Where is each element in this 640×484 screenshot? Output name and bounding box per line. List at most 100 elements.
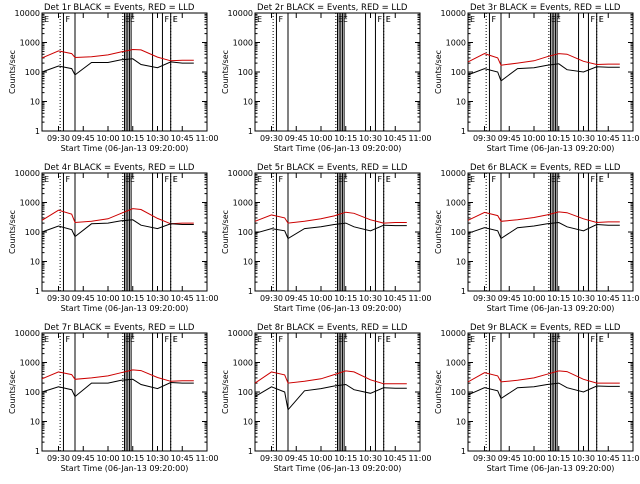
y-tick-label: 10000	[441, 9, 466, 18]
flag-label: F	[377, 15, 382, 24]
panel-title: Det 2r BLACK = Events, RED = LLD	[257, 3, 408, 13]
y-tick-label: 1000	[233, 39, 253, 48]
x-tick-label: 10:30	[572, 294, 595, 303]
flag-label: F	[173, 175, 178, 184]
flag-label: E	[343, 175, 348, 184]
panel-title: Det 1r BLACK = Events, RED = LLD	[44, 3, 195, 13]
x-tick-label: 10:15	[547, 134, 570, 143]
x-tick-label: 09:45	[498, 134, 521, 143]
flag-label: E	[257, 15, 262, 24]
flag-label: E	[125, 335, 130, 344]
panel-det-2: Det 2r BLACK = Events, RED = LLD 1 10 100 10…	[221, 3, 432, 153]
events-series-line	[467, 382, 620, 400]
x-tick-label: 09:45	[72, 294, 95, 303]
y-tick-label: 10000	[228, 169, 253, 178]
lld-series-line	[467, 53, 620, 66]
x-axis-label: Start Time (06-Jan-13 09:20:00)	[61, 464, 189, 473]
lld-series-line	[467, 211, 620, 224]
flag-label: E	[343, 15, 348, 24]
x-tick-label: 10:00	[522, 454, 545, 463]
x-tick-label: 09:45	[72, 134, 95, 143]
x-tick-label: 11:00	[195, 134, 218, 143]
x-axis-label: Start Time (06-Jan-13 09:20:00)	[274, 304, 402, 313]
flag-label: F	[377, 335, 382, 344]
flag-label: F	[599, 175, 604, 184]
y-tick-label: 100	[451, 388, 466, 397]
flag-label: E	[173, 335, 178, 344]
y-tick-label: 10000	[15, 169, 40, 178]
panel-det-4: Det 4r BLACK = Events, RED = LLD 1 10 100 10…	[8, 163, 219, 313]
x-tick-label: 10:00	[522, 294, 545, 303]
x-tick-label: 10:15	[334, 134, 357, 143]
x-tick-label: 10:15	[334, 294, 357, 303]
lld-series-line	[41, 48, 194, 62]
x-tick-label: 10:00	[309, 294, 332, 303]
x-tick-label: 10:45	[384, 134, 407, 143]
flag-label: E	[44, 335, 49, 344]
y-tick-label: 1000	[446, 39, 466, 48]
panel-title: Det 5r BLACK = Events, RED = LLD	[257, 163, 408, 173]
x-tick-label: 10:00	[309, 134, 332, 143]
x-tick-label: 09:30	[47, 294, 70, 303]
x-tick-label: 10:00	[522, 134, 545, 143]
flag-label: E	[257, 335, 262, 344]
flag-label: F	[590, 15, 595, 24]
flag-label: E	[257, 175, 262, 184]
flag-label: E	[556, 335, 561, 344]
flag-label: E	[470, 175, 475, 184]
x-axis-label: Start Time (06-Jan-13 09:20:00)	[487, 464, 615, 473]
x-tick-label: 10:45	[171, 134, 194, 143]
y-tick-label: 1	[248, 447, 253, 456]
events-series-line	[41, 378, 194, 398]
flag-label: F	[599, 335, 604, 344]
flag-label: F	[278, 15, 283, 24]
x-tick-label: 10:30	[359, 134, 382, 143]
x-tick-label: 10:15	[547, 454, 570, 463]
y-axis-label: Counts/sec	[434, 50, 443, 94]
flag-label: E	[551, 15, 556, 24]
x-tick-label: 10:00	[96, 134, 119, 143]
x-tick-label: 11:00	[621, 294, 640, 303]
flag-label: F	[491, 335, 496, 344]
flag-label: E	[130, 15, 135, 24]
flag-label: F	[599, 15, 604, 24]
panel-det-7: Det 7r BLACK = Events, RED = LLD 1 10 100 10…	[8, 323, 219, 473]
flag-label: E	[599, 175, 604, 184]
x-tick-label: 09:45	[285, 294, 308, 303]
flag-label: F	[65, 175, 70, 184]
flag-label: E	[125, 175, 130, 184]
x-tick-label: 10:15	[547, 294, 570, 303]
flag-label: F	[164, 15, 169, 24]
flag-label: E	[125, 15, 130, 24]
y-tick-label: 100	[25, 68, 40, 77]
flag-label: F	[164, 335, 169, 344]
y-axis-label: Counts/sec	[221, 50, 230, 94]
flag-label: E	[470, 335, 475, 344]
x-tick-label: 09:30	[47, 134, 70, 143]
panel-title: Det 6r BLACK = Events, RED = LLD	[470, 163, 621, 173]
y-tick-label: 10000	[441, 329, 466, 338]
y-tick-label: 1000	[233, 359, 253, 368]
flag-label: F	[590, 335, 595, 344]
y-tick-label: 100	[25, 228, 40, 237]
x-tick-label: 10:30	[359, 294, 382, 303]
flag-label: F	[278, 335, 283, 344]
flag-label: F	[278, 175, 283, 184]
x-tick-label: 10:45	[597, 294, 620, 303]
y-axis-label: Counts/sec	[434, 370, 443, 414]
y-axis-label: Counts/sec	[8, 210, 17, 254]
panel-det-8: Det 8r BLACK = Events, RED = LLD 1 10 100 10…	[221, 323, 432, 473]
x-tick-label: 10:30	[146, 294, 169, 303]
flag-label: E	[599, 335, 604, 344]
y-tick-label: 10000	[228, 329, 253, 338]
panel-title: Det 9r BLACK = Events, RED = LLD	[470, 323, 621, 333]
flag-label: E	[130, 335, 135, 344]
x-tick-label: 10:45	[384, 294, 407, 303]
flag-label: E	[44, 15, 49, 24]
y-axis-label: Counts/sec	[8, 50, 17, 94]
y-tick-label: 10	[30, 98, 40, 107]
flag-label: F	[65, 335, 70, 344]
x-tick-label: 11:00	[408, 294, 431, 303]
x-tick-label: 11:00	[408, 454, 431, 463]
x-tick-label: 09:45	[285, 134, 308, 143]
